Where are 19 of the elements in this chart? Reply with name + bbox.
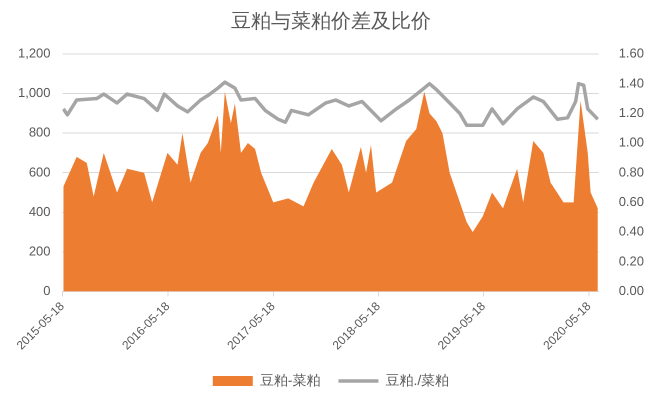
y-tick-label: 800 bbox=[28, 124, 51, 140]
y2-tick-label: 0.20 bbox=[618, 253, 644, 268]
y2-tick-label: 1.60 bbox=[618, 46, 644, 61]
y-tick-label: 1,000 bbox=[18, 85, 51, 100]
y2-tick-label: 0.00 bbox=[618, 282, 644, 298]
y-tick-label: 1,200 bbox=[18, 46, 51, 61]
y-tick-label: 400 bbox=[28, 204, 51, 219]
chart-title: 豆粕与菜粕价差及比价 bbox=[231, 10, 431, 33]
y2-tick-label: 0.60 bbox=[618, 194, 644, 209]
y2-tick-label: 0.80 bbox=[618, 164, 644, 180]
y-tick-label: 200 bbox=[28, 243, 51, 258]
y2-tick-label: 0.40 bbox=[618, 224, 644, 239]
y2-tick-label: 1.40 bbox=[618, 75, 644, 90]
legend-label: 豆粕-菜粕 bbox=[260, 372, 320, 388]
y-tick-label: 600 bbox=[28, 164, 51, 180]
y2-tick-label: 1.00 bbox=[618, 134, 644, 150]
y2-tick-label: 1.20 bbox=[618, 104, 644, 120]
y-tick-label: 0 bbox=[43, 282, 51, 298]
legend-label: 豆粕./菜粕 bbox=[385, 372, 450, 388]
